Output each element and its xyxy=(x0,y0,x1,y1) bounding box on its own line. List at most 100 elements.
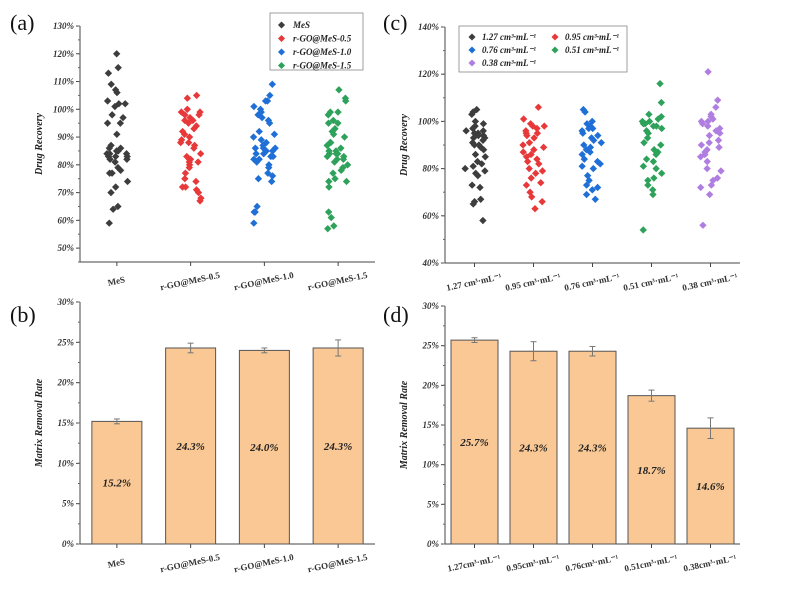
data-point xyxy=(649,157,658,166)
legend-label: r-GO@MeS-0.5 xyxy=(293,34,352,44)
data-point xyxy=(586,148,594,156)
data-point xyxy=(184,119,193,127)
legend-marker xyxy=(277,61,286,70)
data-point xyxy=(119,113,127,122)
data-point xyxy=(103,119,112,127)
legend-marker xyxy=(551,33,559,41)
y-tick-label: 5% xyxy=(62,499,75,509)
data-point xyxy=(470,141,479,149)
data-point xyxy=(642,155,651,163)
legend-label: 0.38 cm³·mL⁻¹ xyxy=(482,58,536,68)
data-point xyxy=(121,100,129,108)
data-point xyxy=(253,158,261,166)
y-tick-label: 70% xyxy=(58,188,75,198)
data-point xyxy=(265,163,273,172)
data-point xyxy=(717,167,725,175)
x-tick-label: 0.95cm³·mL⁻¹ xyxy=(505,553,560,574)
data-point xyxy=(111,158,119,166)
data-point xyxy=(714,136,723,144)
legend-label: r-GO@MeS-1.5 xyxy=(293,61,352,71)
data-point xyxy=(113,130,121,138)
data-point xyxy=(707,181,716,189)
data-point xyxy=(640,138,648,147)
panel-b: (b) 0% 5% 10% 15% 20% 25% 30% Matrix Removal Rat… xyxy=(10,297,375,574)
x-tick-label: r-GO@MeS-0.5 xyxy=(159,270,221,293)
x-tick-label: 0.38cm³·mL⁻¹ xyxy=(682,553,737,574)
data-point xyxy=(251,208,259,216)
data-point xyxy=(324,111,332,119)
data-point xyxy=(639,162,648,170)
data-point xyxy=(250,219,258,227)
data-point xyxy=(267,177,276,186)
panel-label: (d) xyxy=(383,302,409,327)
legend-marker xyxy=(468,59,476,67)
data-point xyxy=(578,162,586,170)
data-point xyxy=(522,181,531,189)
data-label: 24.3% xyxy=(175,441,204,453)
y-tick-label: 50% xyxy=(58,243,75,253)
y-tick-label: 100% xyxy=(53,104,75,114)
y-tick-label: 110% xyxy=(53,77,74,87)
data-point xyxy=(645,110,653,118)
bar xyxy=(568,350,617,545)
data-point xyxy=(476,183,484,192)
data-point xyxy=(113,88,121,97)
data-label: 14.6% xyxy=(696,481,724,493)
data-point xyxy=(196,150,205,158)
data-point xyxy=(190,125,198,133)
data-point xyxy=(652,150,660,159)
series-3 xyxy=(323,86,352,233)
y-tick-label: 10% xyxy=(423,460,440,470)
data-point xyxy=(704,122,712,130)
data-point xyxy=(481,153,489,161)
data-point xyxy=(123,177,132,186)
data-point xyxy=(530,146,538,154)
data-point xyxy=(111,152,120,161)
data-point xyxy=(176,138,185,147)
y-tick-label: 25% xyxy=(57,337,75,347)
y-tick-label: 20% xyxy=(422,380,440,390)
data-point xyxy=(194,158,202,166)
data-point xyxy=(104,69,113,77)
data-point xyxy=(538,167,547,175)
data-point xyxy=(481,167,489,175)
data-point xyxy=(250,102,258,111)
data-point xyxy=(650,174,658,182)
data-point xyxy=(185,133,194,141)
y-tick-label: 20% xyxy=(57,378,75,388)
y-tick-label: 100% xyxy=(418,116,440,126)
data-point xyxy=(324,119,333,127)
x-tick-label: r-GO@MeS-1.0 xyxy=(233,552,295,575)
data-point xyxy=(591,195,599,203)
data-point xyxy=(523,131,531,140)
legend-marker xyxy=(551,46,559,54)
y-tick-label: 80% xyxy=(423,164,440,174)
data-point xyxy=(657,169,666,177)
data-point xyxy=(643,134,652,142)
data-point xyxy=(183,94,192,102)
legend-marker xyxy=(277,21,286,29)
legend-label: 0.51 cm³·mL⁻¹ xyxy=(565,45,619,55)
y-axis-label: Matrix Removal Rate xyxy=(399,380,410,470)
data-point xyxy=(657,98,666,107)
data-point xyxy=(519,148,527,156)
data-point xyxy=(712,103,720,111)
y-tick-label: 80% xyxy=(58,160,75,170)
data-point xyxy=(652,164,660,173)
y-tick-label: 130% xyxy=(53,21,75,31)
data-point xyxy=(532,169,540,177)
x-tick-label: r-GO@MeS-1.0 xyxy=(233,270,295,293)
data-label: 24.0% xyxy=(249,442,278,454)
bar xyxy=(686,427,735,545)
data-point xyxy=(265,119,274,127)
data-label: 25.7% xyxy=(459,437,488,449)
bar xyxy=(165,347,217,545)
legend-box xyxy=(269,12,364,71)
data-point xyxy=(266,91,274,100)
y-tick-label: 60% xyxy=(58,215,75,225)
data-point xyxy=(525,164,533,173)
y-axis-label: Matrix Removal Rate xyxy=(34,378,45,468)
data-point xyxy=(112,50,121,58)
data-point xyxy=(538,197,546,206)
series-1 xyxy=(519,103,548,213)
